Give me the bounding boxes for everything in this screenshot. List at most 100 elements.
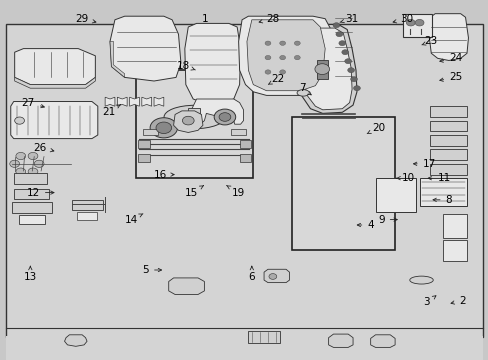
Text: 12: 12	[26, 188, 54, 198]
Text: 20: 20	[366, 123, 385, 134]
Text: 9: 9	[377, 215, 396, 225]
Circle shape	[335, 32, 342, 37]
Text: 10: 10	[395, 173, 414, 183]
Text: 11: 11	[427, 173, 450, 183]
Bar	[14, 189, 49, 199]
Polygon shape	[105, 97, 115, 106]
Polygon shape	[168, 278, 204, 294]
Bar	[72, 200, 102, 210]
Bar	[6, 24, 482, 337]
Polygon shape	[189, 99, 243, 124]
Circle shape	[264, 41, 270, 45]
Polygon shape	[184, 23, 240, 103]
Circle shape	[264, 70, 270, 74]
Bar	[188, 108, 200, 128]
Bar	[429, 106, 466, 117]
Polygon shape	[142, 97, 151, 106]
Bar	[143, 129, 158, 135]
Bar	[138, 154, 150, 162]
Bar	[77, 212, 97, 220]
Circle shape	[279, 41, 285, 45]
Circle shape	[16, 152, 25, 159]
Polygon shape	[246, 20, 325, 91]
Text: 5: 5	[142, 265, 161, 275]
Text: 26: 26	[33, 143, 54, 153]
Text: 13: 13	[23, 266, 37, 282]
Text: 14: 14	[124, 214, 142, 225]
Text: 27: 27	[21, 98, 44, 108]
Bar	[292, 117, 394, 250]
Text: 31: 31	[339, 14, 358, 24]
Polygon shape	[110, 16, 181, 81]
Polygon shape	[11, 102, 98, 139]
Circle shape	[294, 55, 300, 60]
Bar	[138, 140, 150, 148]
Polygon shape	[64, 335, 87, 346]
Text: 24: 24	[439, 53, 462, 63]
Bar	[136, 70, 253, 178]
Bar	[442, 214, 466, 238]
Circle shape	[347, 68, 354, 73]
Text: 29: 29	[75, 14, 96, 24]
Ellipse shape	[164, 105, 224, 129]
Text: 30: 30	[392, 14, 412, 24]
Circle shape	[28, 152, 38, 159]
Polygon shape	[110, 41, 124, 77]
Text: 23: 23	[421, 36, 437, 46]
Polygon shape	[238, 16, 333, 95]
Circle shape	[314, 64, 329, 75]
Circle shape	[34, 160, 44, 167]
Circle shape	[353, 86, 360, 91]
Circle shape	[294, 41, 300, 45]
Ellipse shape	[409, 276, 432, 284]
Ellipse shape	[296, 90, 309, 96]
Circle shape	[414, 19, 423, 26]
Text: 1: 1	[202, 14, 208, 24]
Bar	[6, 336, 482, 360]
Circle shape	[341, 50, 348, 55]
Bar	[429, 164, 466, 175]
Bar	[239, 154, 251, 162]
Bar	[429, 149, 466, 160]
Polygon shape	[15, 49, 95, 85]
Text: 2: 2	[450, 296, 465, 306]
Text: 15: 15	[184, 186, 203, 198]
Circle shape	[16, 168, 26, 175]
Bar	[403, 14, 431, 37]
Bar	[12, 202, 52, 213]
Text: 17: 17	[413, 159, 435, 169]
Bar	[429, 135, 466, 146]
Text: 22: 22	[268, 74, 284, 84]
Bar	[442, 240, 466, 261]
Text: 18: 18	[176, 60, 195, 71]
Bar	[429, 121, 466, 131]
Circle shape	[10, 160, 20, 167]
Circle shape	[344, 59, 351, 64]
Text: 21: 21	[102, 105, 120, 117]
Circle shape	[350, 77, 357, 82]
Circle shape	[406, 19, 414, 26]
Text: 4: 4	[357, 220, 373, 230]
Text: 7: 7	[298, 83, 310, 95]
Polygon shape	[154, 97, 163, 106]
Circle shape	[28, 168, 38, 175]
Bar	[14, 173, 47, 184]
Circle shape	[150, 118, 177, 138]
Polygon shape	[264, 269, 289, 283]
Circle shape	[182, 116, 194, 125]
Polygon shape	[117, 97, 127, 106]
Bar	[19, 215, 45, 224]
Bar	[375, 178, 415, 212]
Polygon shape	[15, 77, 95, 88]
Text: 25: 25	[439, 72, 462, 82]
Circle shape	[156, 122, 171, 134]
Text: 8: 8	[432, 195, 451, 205]
Bar	[239, 140, 251, 148]
Polygon shape	[173, 111, 203, 132]
Bar	[419, 178, 467, 206]
Text: 6: 6	[248, 266, 255, 282]
Bar	[231, 129, 245, 135]
Circle shape	[279, 55, 285, 60]
Circle shape	[338, 41, 345, 46]
Text: 16: 16	[153, 170, 174, 180]
